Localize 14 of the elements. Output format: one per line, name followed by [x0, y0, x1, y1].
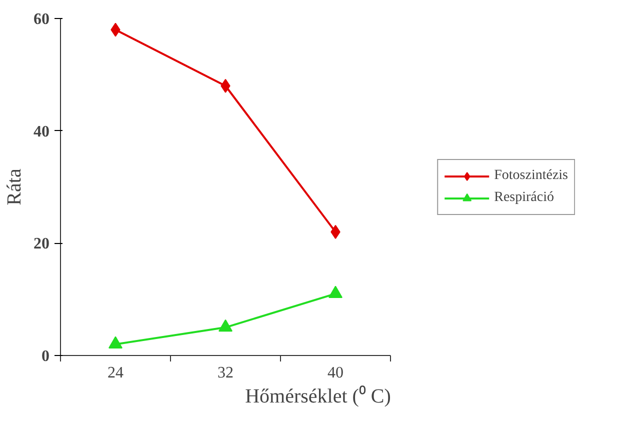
x-tick-label: 40	[328, 364, 344, 382]
legend-label: Respiráció	[494, 190, 554, 206]
x-axis-title: Hőmérséklet (⁰ C)	[245, 384, 391, 408]
y-tick-label: 20	[34, 236, 50, 253]
x-tick-label: 24	[108, 364, 124, 382]
legend-label: Fotoszintézis	[494, 168, 568, 184]
y-tick-label: 60	[34, 11, 50, 28]
point	[108, 336, 122, 349]
point	[218, 319, 232, 332]
y-tick-label: 0	[42, 348, 50, 365]
point	[328, 286, 342, 298]
y-tick-label: 40	[34, 123, 50, 140]
y-axis-title: Ráta	[4, 168, 26, 206]
x-tick-label: 32	[218, 364, 234, 382]
